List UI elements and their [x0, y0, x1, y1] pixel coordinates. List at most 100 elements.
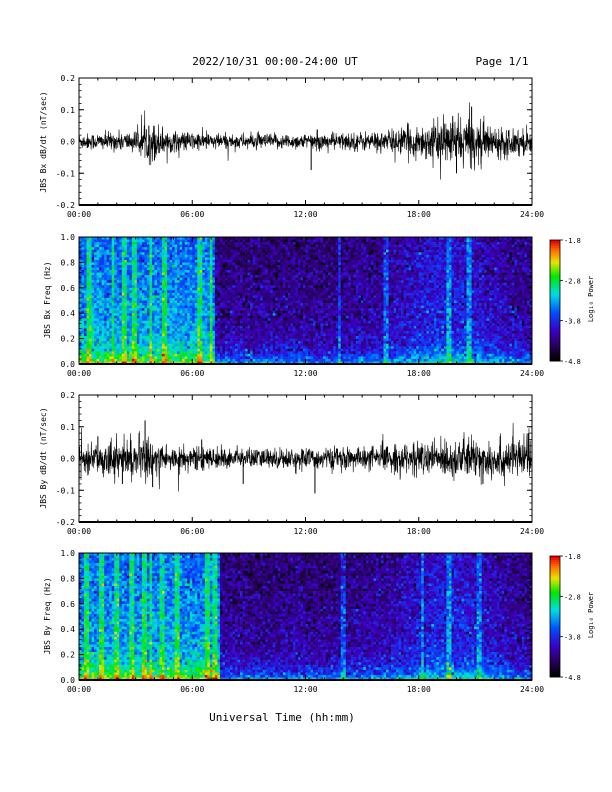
spectrogram-cell — [192, 336, 196, 339]
spectrogram-cell — [265, 343, 269, 347]
spectrogram-cell — [109, 333, 113, 337]
spectrogram-cell — [313, 239, 316, 243]
spectrogram-cell — [265, 338, 269, 342]
spectrogram-cell — [199, 290, 203, 294]
spectrogram-cell — [255, 330, 258, 334]
spectrogram-cell — [290, 237, 294, 240]
spectrogram-cell — [177, 338, 180, 342]
spectrogram-cell — [245, 356, 248, 360]
spectrogram-cell — [280, 237, 284, 240]
spectrogram-cell — [159, 300, 163, 304]
spectrogram-cell — [219, 244, 223, 248]
spectrogram-cell — [129, 318, 133, 322]
spectrogram-cell — [126, 308, 130, 311]
spectrogram-cell — [159, 292, 163, 296]
spectrogram-cell — [227, 254, 231, 258]
spectrogram-cell — [232, 285, 236, 289]
spectrogram-cell — [126, 290, 130, 294]
spectrogram-cell — [280, 348, 284, 352]
spectrogram-cell — [164, 356, 168, 360]
spectrogram-cell — [96, 254, 100, 258]
spectrogram-cell — [222, 272, 226, 276]
spectrogram-cell — [202, 239, 206, 243]
spectrogram-cell — [260, 259, 264, 263]
spectrogram-cell — [169, 285, 173, 289]
spectrogram-cell — [235, 310, 238, 314]
spectrogram-cell — [272, 249, 276, 253]
spectrogram-cell — [179, 315, 183, 319]
spectrogram-cell — [320, 242, 324, 245]
spectrogram-cell — [169, 239, 173, 243]
spectrogram-cell — [227, 305, 231, 309]
spectrogram-cell — [295, 336, 299, 339]
spectrogram-cell — [270, 315, 274, 319]
spectrogram-cell — [179, 267, 183, 271]
spectrogram-cell — [101, 303, 105, 306]
spectrogram-cell — [207, 325, 211, 329]
spectrogram-cell — [129, 264, 133, 268]
spectrogram-cell — [222, 292, 226, 296]
spectrogram-cell — [79, 244, 82, 248]
spectrogram-cell — [255, 325, 258, 329]
spectrogram-cell — [179, 277, 183, 281]
spectrogram-cell — [262, 262, 266, 266]
spectrogram-cell — [257, 264, 261, 268]
spectrogram-cell — [305, 259, 309, 263]
spectrogram-cell — [164, 343, 168, 347]
spectrogram-cell — [242, 358, 246, 362]
spectrogram-cell — [177, 244, 180, 248]
spectrogram-cell — [265, 257, 269, 261]
spectrogram-cell — [84, 348, 87, 352]
spectrogram-cell — [139, 318, 143, 322]
spectrogram-cell — [308, 358, 311, 362]
spectrogram-cell — [250, 262, 253, 266]
spectrogram-cell — [149, 267, 153, 271]
spectrogram-cell — [232, 348, 236, 352]
spectrogram-cell — [232, 287, 236, 291]
spectrogram-cell — [250, 285, 253, 289]
spectrogram-cell — [313, 242, 316, 245]
spectrogram-cell — [230, 333, 233, 337]
spectrogram-cell — [280, 254, 284, 258]
spectrogram-cell — [157, 313, 160, 317]
spectrogram-cell — [106, 282, 110, 286]
spectrogram-cell — [116, 358, 120, 362]
spectrogram-cell — [114, 323, 118, 327]
spectrogram-cell — [192, 346, 196, 350]
spectrogram-cell — [106, 356, 110, 360]
spectrogram-cell — [177, 343, 180, 347]
spectrogram-cell — [257, 343, 261, 347]
spectrogram-cell — [169, 297, 173, 301]
spectrogram-cell — [99, 270, 102, 273]
spectrogram-cell — [136, 247, 140, 250]
spectrogram-cell — [295, 275, 299, 278]
spectrogram-cell — [214, 259, 218, 263]
spectrogram-cell — [144, 353, 148, 357]
spectrogram-cell — [232, 257, 236, 261]
spectrogram-cell — [313, 353, 316, 357]
spectrogram-cell — [99, 333, 102, 337]
spectrogram-cell — [287, 270, 291, 273]
spectrogram-cell — [302, 270, 306, 273]
spectrogram-cell — [204, 267, 208, 271]
spectrogram-cell — [313, 351, 316, 355]
spectrogram-cell — [285, 330, 289, 334]
spectrogram-cell — [209, 320, 213, 324]
spectrogram-cell — [89, 239, 92, 243]
spectrogram-cell — [144, 267, 148, 271]
spectrogram-cell — [169, 264, 173, 268]
spectrogram-cell — [257, 310, 261, 314]
spectrogram-cell — [182, 262, 185, 266]
spectrogram-cell — [84, 305, 87, 309]
spectrogram-cell — [302, 338, 306, 342]
spectrogram-cell — [295, 264, 299, 268]
spectrogram-cell — [106, 303, 110, 306]
spectrogram-cell — [275, 300, 279, 304]
spectrogram-cell — [177, 315, 180, 319]
spectrogram-cell — [305, 353, 309, 357]
spectrogram-cell — [119, 305, 123, 309]
spectrogram-cell — [172, 264, 175, 268]
spectrogram-cell — [204, 330, 208, 334]
spectrogram-cell — [315, 252, 319, 256]
spectrogram-cell — [136, 297, 140, 301]
